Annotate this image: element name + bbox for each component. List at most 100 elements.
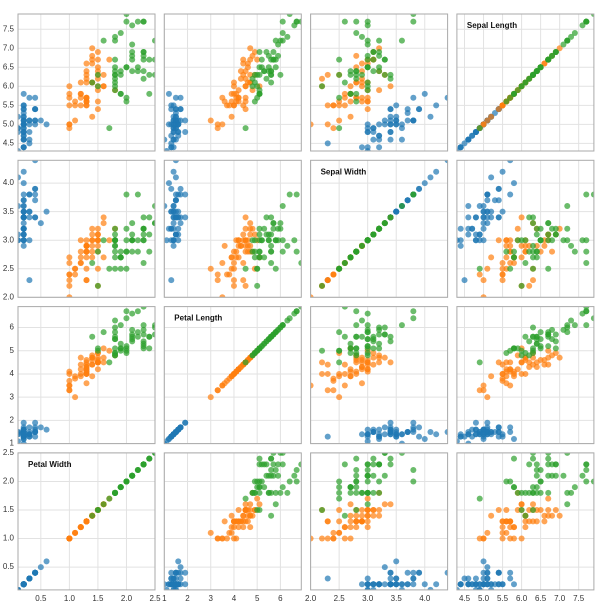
point [242, 506, 249, 513]
point [20, 144, 27, 151]
point [32, 197, 39, 204]
point [376, 340, 383, 347]
point [330, 387, 337, 394]
point [249, 83, 256, 90]
point [564, 329, 571, 336]
panel [17, 159, 156, 298]
point [421, 90, 428, 97]
point [370, 581, 377, 588]
point [26, 128, 33, 135]
point [66, 260, 73, 267]
point [72, 375, 79, 382]
point [336, 329, 343, 336]
point [254, 495, 261, 502]
point [182, 128, 189, 135]
point [72, 529, 79, 536]
point [376, 37, 383, 44]
y-tick-label: 1.0 [3, 534, 15, 543]
point [89, 361, 96, 368]
point [237, 75, 244, 82]
point [499, 535, 506, 542]
point [387, 501, 394, 508]
point [364, 438, 371, 444]
point [541, 60, 548, 67]
point [100, 501, 107, 508]
point [83, 242, 90, 249]
point [20, 180, 27, 187]
point [583, 478, 590, 485]
x-tick-label: 1.5 [92, 594, 104, 603]
point [336, 506, 343, 513]
point [358, 242, 365, 249]
point [233, 535, 240, 542]
point [336, 370, 343, 377]
point [112, 317, 119, 324]
point [457, 242, 464, 249]
point [270, 461, 277, 468]
point [472, 128, 479, 135]
point [177, 106, 184, 113]
point [518, 214, 525, 221]
point [319, 83, 326, 90]
point [32, 433, 39, 440]
point [341, 512, 348, 519]
point [495, 424, 502, 431]
point [347, 366, 354, 373]
point [564, 489, 571, 496]
point [495, 569, 502, 576]
point [376, 136, 383, 143]
point [510, 435, 517, 442]
point [381, 424, 388, 431]
point [568, 317, 575, 324]
point [353, 484, 360, 491]
point [353, 506, 360, 513]
point [233, 368, 240, 375]
point [370, 428, 377, 435]
point [170, 225, 177, 232]
point [347, 113, 354, 120]
point [353, 345, 360, 352]
point [129, 248, 136, 255]
point [370, 512, 377, 519]
panel-frame [17, 306, 156, 445]
point [100, 37, 107, 44]
point [77, 366, 84, 373]
point [381, 431, 388, 438]
point [214, 277, 221, 284]
point [545, 354, 552, 361]
point [370, 345, 377, 352]
point [235, 254, 242, 261]
point [456, 438, 460, 444]
point [242, 125, 249, 132]
point [507, 428, 514, 435]
point [499, 377, 506, 384]
point [100, 354, 107, 361]
point [89, 352, 96, 359]
point [94, 71, 101, 78]
point [364, 467, 371, 474]
point [172, 174, 179, 181]
point [235, 237, 242, 244]
point [89, 242, 96, 249]
point [32, 419, 39, 426]
point [393, 426, 400, 433]
point [72, 102, 79, 109]
point [230, 79, 237, 86]
point [370, 136, 377, 143]
point [579, 472, 586, 479]
point [465, 202, 472, 209]
y-tick-label: 6.5 [3, 62, 15, 71]
point [358, 512, 365, 519]
point [219, 121, 226, 128]
point [381, 581, 388, 588]
point [571, 248, 578, 255]
point [256, 87, 263, 94]
point [416, 424, 423, 431]
point [112, 225, 119, 232]
point [237, 518, 244, 525]
point [175, 117, 182, 124]
point [112, 329, 119, 336]
point [522, 260, 529, 267]
point [319, 535, 326, 542]
point [263, 231, 270, 238]
